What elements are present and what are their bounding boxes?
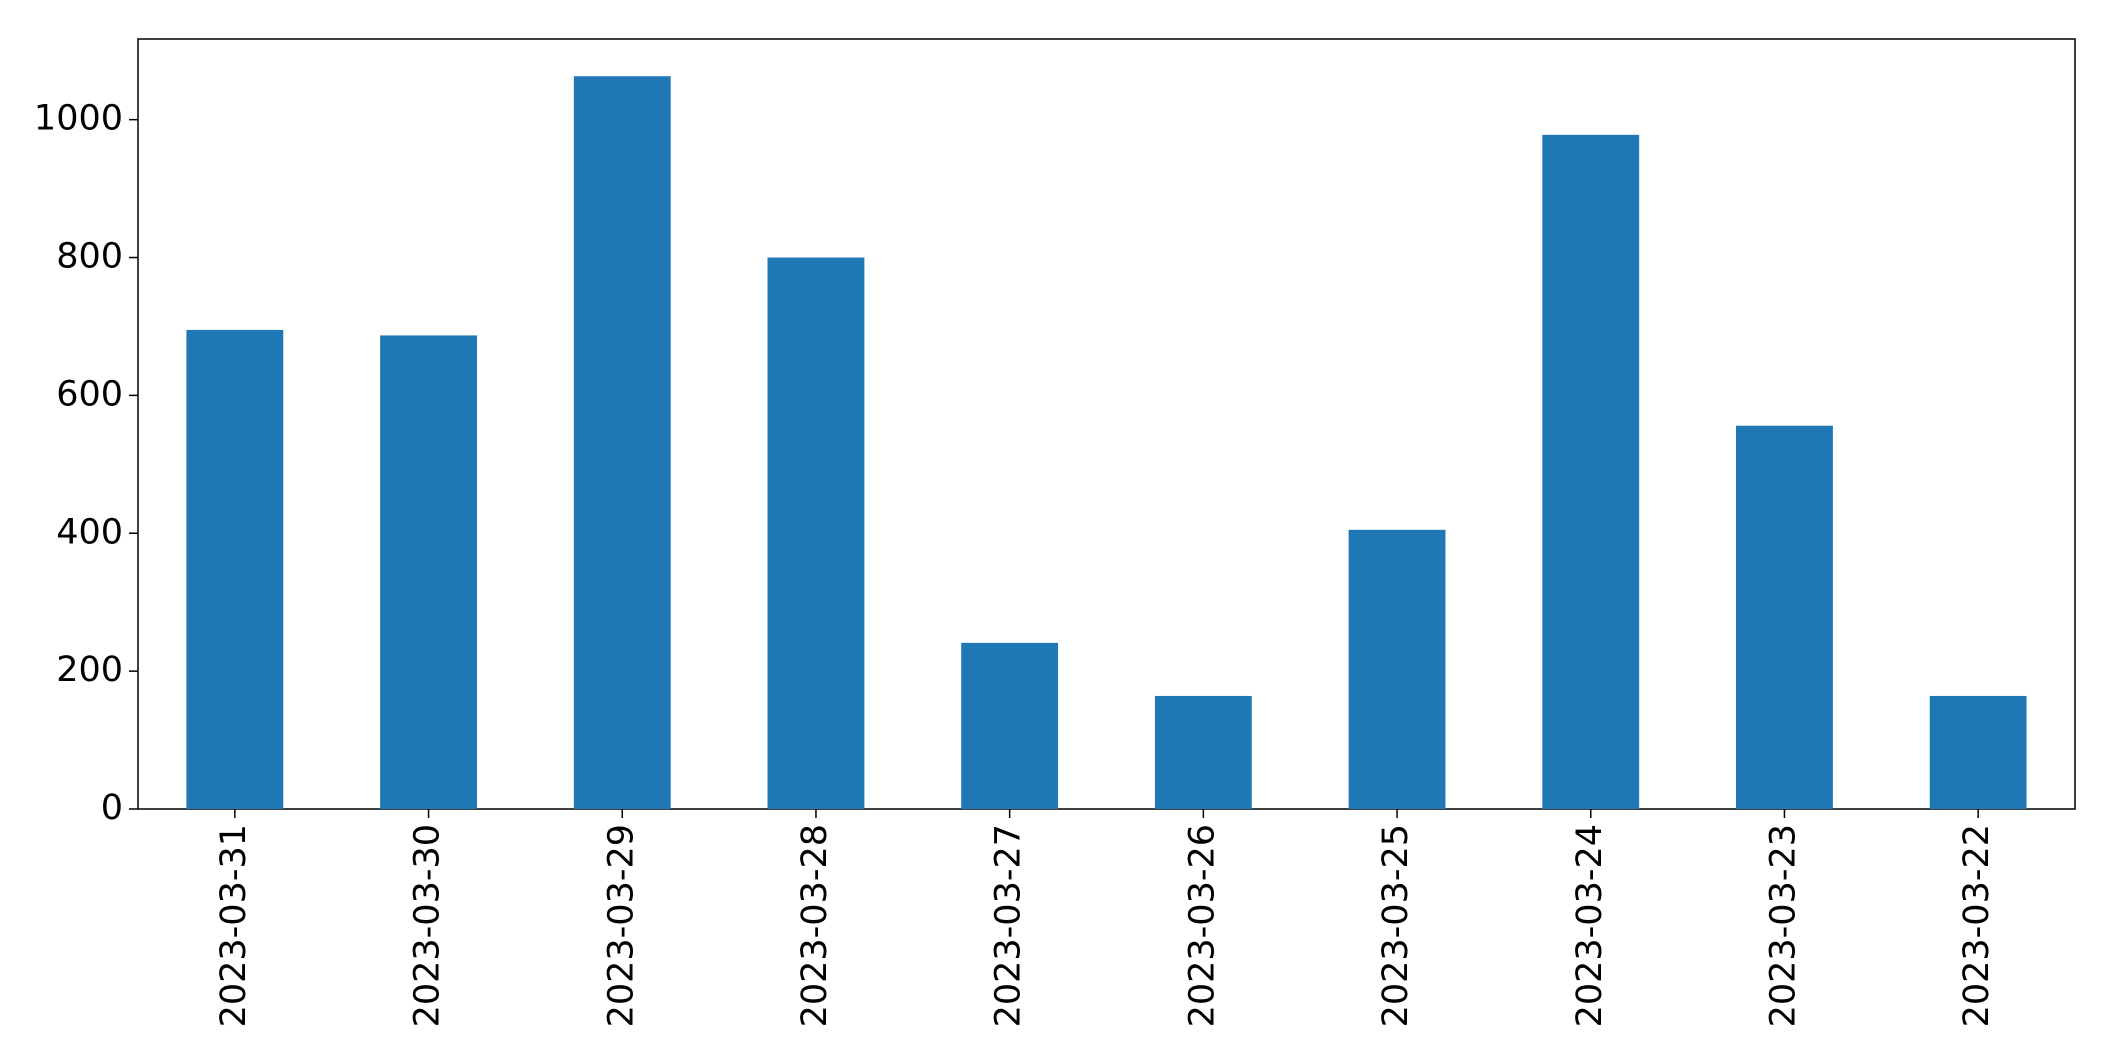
y-tick-label: 0 bbox=[101, 788, 123, 828]
y-tick-label: 1000 bbox=[34, 99, 123, 139]
bar bbox=[380, 335, 477, 809]
bar bbox=[767, 257, 865, 809]
x-tick-label: 2023-03-26 bbox=[1182, 824, 1222, 1027]
bar bbox=[1736, 425, 1833, 809]
bar bbox=[1348, 529, 1446, 809]
x-tick-label: 2023-03-24 bbox=[1570, 824, 1610, 1027]
bar bbox=[1154, 695, 1252, 809]
y-tick-label: 600 bbox=[56, 374, 123, 414]
y-tick-label: 200 bbox=[56, 650, 123, 690]
y-tick-label: 400 bbox=[56, 512, 123, 552]
x-tick-label: 2023-03-31 bbox=[214, 824, 254, 1027]
bar bbox=[573, 76, 671, 809]
bar bbox=[961, 642, 1059, 809]
x-tick-label: 2023-03-30 bbox=[408, 824, 448, 1027]
x-tick-label: 2023-03-28 bbox=[795, 824, 835, 1027]
x-tick-label: 2023-03-29 bbox=[601, 824, 641, 1027]
bar bbox=[1542, 134, 1640, 809]
bar bbox=[1929, 695, 2027, 809]
y-tick-label: 800 bbox=[56, 237, 123, 277]
x-tick-label: 2023-03-25 bbox=[1376, 824, 1416, 1027]
x-tick-label: 2023-03-27 bbox=[989, 824, 1029, 1027]
bar bbox=[186, 329, 284, 809]
x-tick-label: 2023-03-23 bbox=[1763, 824, 1803, 1027]
x-tick-label: 2023-03-22 bbox=[1957, 824, 1997, 1027]
axes-frame bbox=[137, 38, 2076, 810]
